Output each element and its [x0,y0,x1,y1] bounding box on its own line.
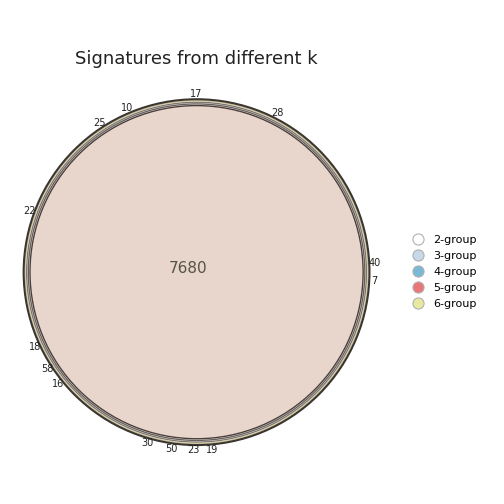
Text: 23: 23 [187,446,200,456]
Title: Signatures from different k: Signatures from different k [75,50,318,69]
Text: 30: 30 [141,438,154,449]
Text: 22: 22 [23,206,35,216]
Text: 25: 25 [93,117,106,128]
Text: 19: 19 [206,445,218,455]
Text: 10: 10 [121,103,133,113]
Text: 18: 18 [29,343,41,352]
Text: 16: 16 [52,380,64,389]
Text: 40: 40 [368,258,381,268]
Legend: 2-group, 3-group, 4-group, 5-group, 6-group: 2-group, 3-group, 4-group, 5-group, 6-gr… [407,235,477,309]
Circle shape [30,105,363,439]
Text: 7680: 7680 [169,262,208,276]
Text: 7: 7 [371,277,377,286]
Text: 17: 17 [191,89,203,99]
Text: 58: 58 [41,364,53,374]
Text: 28: 28 [271,108,284,118]
Text: 50: 50 [166,444,178,454]
